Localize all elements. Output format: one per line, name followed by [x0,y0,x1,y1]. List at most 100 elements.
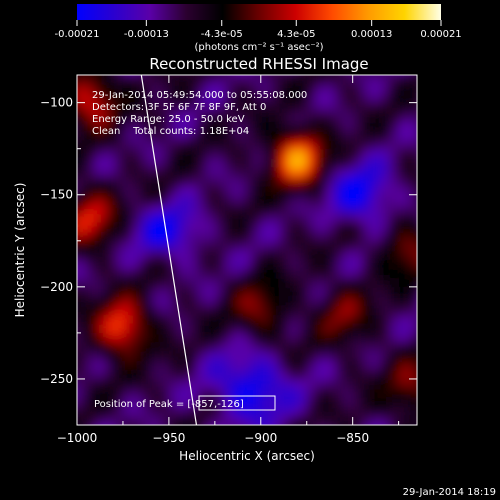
heatmap-cell [417,241,427,251]
heatmap-cell [242,323,253,334]
heatmap-cell [77,351,78,362]
heatmap-cell [260,167,271,177]
heatmap-cell [214,378,225,389]
heatmap-cell [77,360,78,371]
heatmap-cell [269,75,280,85]
heatmap-cell [279,323,289,334]
heatmap-cell [417,397,427,407]
heatmap-cell [371,185,381,196]
heatmap-cell [279,167,289,177]
heatmap-cell [343,185,354,196]
heatmap-cell [251,296,262,306]
heatmap-cell [407,277,417,288]
heatmap-cell [214,176,225,187]
heatmap-cell [389,360,400,371]
heatmap-cell [288,167,299,177]
heatmap-cell [343,369,354,380]
heatmap-cell [371,397,381,408]
heatmap-cell [95,378,106,389]
heatmap-cell [389,111,400,122]
heatmap-cell [361,351,372,362]
heatmap-cell [343,231,354,242]
heatmap-cell [334,194,345,205]
heatmap-cell [233,296,244,306]
heatmap-cell [417,84,427,94]
heatmap-cell [141,194,152,205]
heatmap-cell [288,157,299,168]
heatmap-cell [242,222,253,233]
heatmap-cell [398,139,409,150]
heatmap-cell [426,241,436,251]
heatmap-cell [380,268,391,279]
heatmap-cell [132,406,142,417]
heatmap-cell [77,250,78,260]
heatmap-cell [334,360,345,371]
heatmap-cell [178,167,188,177]
heatmap-cell [86,194,96,205]
heatmap-cell [399,425,409,435]
heatmap-cell [279,222,289,233]
colorbar-tick-label: -0.00013 [124,29,169,40]
heatmap-cell [196,388,207,398]
heatmap-cell [352,305,363,316]
heatmap-cell [132,323,142,334]
heatmap-cell [233,351,244,362]
heatmap-cell [77,176,78,187]
heatmap-cell [288,240,299,251]
heatmap-cell [168,332,179,343]
heatmap-cell [352,111,363,122]
heatmap-cell [242,102,253,113]
heatmap-cell [224,203,234,214]
heatmap-cell [113,240,124,251]
heatmap-cell [297,277,308,288]
heatmap-cell [77,332,78,343]
heatmap-cell [224,157,234,168]
heatmap-cell [371,203,381,214]
heatmap-cell [334,305,345,316]
heatmap-cell [77,332,87,343]
heatmap-cell [178,314,188,325]
heatmap-cell [77,111,78,122]
heatmap-cell [398,231,409,242]
heatmap-cell [159,378,170,389]
heatmap-cell [104,332,115,343]
heatmap-cell [398,93,409,104]
heatmap-cell [334,351,345,362]
heatmap-cell [389,351,400,362]
heatmap-cell [105,57,115,67]
heatmap-cell [178,130,188,141]
heatmap-cell [426,103,436,113]
heatmap-cell [242,277,253,288]
heatmap-cell [407,194,417,205]
heatmap-cell [178,277,188,288]
heatmap-cell [279,277,289,288]
heatmap-cell [113,203,124,214]
heatmap-cell [398,157,409,168]
heatmap-cell [306,75,317,85]
heatmap-cell [205,130,216,141]
heatmap-cell [288,185,299,196]
heatmap-cell [86,185,96,196]
heatmap-cell [315,194,326,205]
heatmap-cell [288,213,299,223]
heatmap-cell [306,342,317,352]
heatmap-cell [389,296,400,306]
heatmap-cell [205,148,216,159]
heatmap-cell [77,111,87,122]
heatmap-cell [426,416,436,426]
heatmap-cell [196,332,207,343]
heatmap-cell [297,130,308,141]
heatmap-cell [279,157,289,168]
heatmap-cell [77,388,87,398]
heatmap-cell [214,130,225,141]
heatmap-cell [214,250,225,260]
heatmap-cell [343,378,354,389]
heatmap-cell [77,139,87,150]
heatmap-cell [371,351,381,362]
heatmap-cell [315,139,326,150]
colorbar-tick-label: -0.00021 [55,29,100,40]
heatmap-cell [417,195,427,205]
heatmap-cell [159,185,170,196]
heatmap-cell [132,305,142,316]
heatmap-cell [224,130,234,141]
